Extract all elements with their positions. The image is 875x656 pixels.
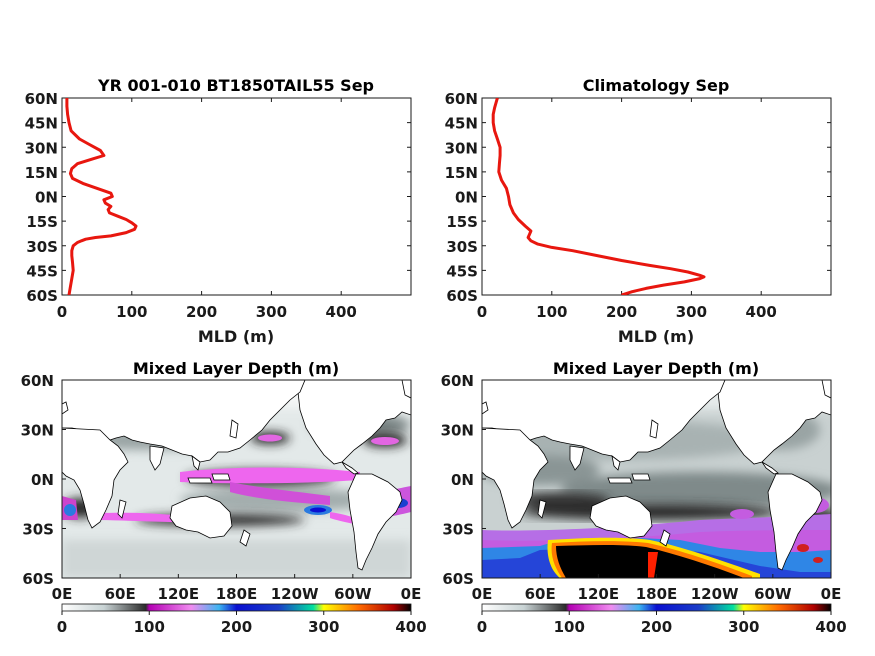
x-tick-label: 200: [186, 303, 217, 321]
x-tick-label: 0: [477, 303, 487, 321]
colorbar-tick-label: 0: [57, 618, 67, 636]
y-tick-label: 0N: [35, 189, 58, 207]
colorbar-tick-label: 100: [554, 618, 585, 636]
panel-a-xlabel: MLD (m): [198, 327, 274, 346]
x-tick-label: 200: [606, 303, 637, 321]
y-tick-label: 45S: [26, 262, 58, 280]
panel-d-colorbar: [481, 603, 832, 612]
x-tick-label: 60E: [105, 585, 136, 603]
x-tick-label: 400: [746, 303, 777, 321]
colorbar-tick-label: 400: [395, 618, 426, 636]
x-tick-label: 180E: [636, 585, 678, 603]
x-tick-label: 400: [326, 303, 357, 321]
x-tick-label: 0E: [821, 585, 842, 603]
panel-b-xlabel: MLD (m): [618, 327, 694, 346]
y-tick-label: 15N: [25, 164, 58, 182]
x-tick-label: 300: [256, 303, 287, 321]
x-tick-label: 100: [536, 303, 567, 321]
y-tick-label: 60N: [21, 372, 54, 390]
colorbar-tick-label: 400: [815, 618, 846, 636]
x-tick-label: 0E: [401, 585, 422, 603]
colorbar-tick-label: 200: [641, 618, 672, 636]
y-tick-label: 45N: [445, 115, 478, 133]
y-tick-label: 60N: [441, 372, 474, 390]
x-tick-label: 0: [57, 303, 67, 321]
panel-b-y-ticks: 60N 45N 30N 15N 0N 15S 30S 45S 60S: [445, 90, 831, 305]
y-tick-label: 60S: [442, 570, 474, 588]
y-tick-label: 60N: [445, 90, 478, 108]
y-tick-label: 30N: [445, 139, 478, 157]
y-tick-label: 0N: [455, 189, 478, 207]
panel-a-mld-line: [65, 98, 138, 295]
y-tick-label: 30S: [22, 521, 54, 539]
x-tick-label: 120E: [578, 585, 620, 603]
panel-d-x-ticks: 0E 60E 120E 180E 120W 60W 0E: [472, 574, 842, 603]
panel-c-land: [62, 380, 411, 571]
x-tick-label: 0E: [52, 585, 73, 603]
y-tick-label: 60N: [25, 90, 58, 108]
panel-map-model: Mixed Layer Depth (m): [21, 359, 427, 636]
y-tick-label: 30N: [25, 139, 58, 157]
x-tick-label: 120W: [691, 585, 739, 603]
panel-d-title: Mixed Layer Depth (m): [553, 359, 759, 378]
x-tick-label: 0E: [472, 585, 493, 603]
x-tick-label: 60W: [334, 585, 372, 603]
panel-c-title: Mixed Layer Depth (m): [133, 359, 339, 378]
panel-d-y-ticks: 60N 30N 0N 30S 60S: [441, 372, 486, 588]
colorbar-tick-label: 300: [728, 618, 759, 636]
colorbar-tick-label: 100: [134, 618, 165, 636]
panel-c-colorbar: [61, 603, 412, 612]
x-tick-label: 120E: [158, 585, 200, 603]
colorbar-tick-label: 300: [308, 618, 339, 636]
colorbar-tick-label: 0: [477, 618, 487, 636]
panel-profile-climatology: Climatology Sep 60N45N30N15N0N15S30S45S6…: [445, 76, 832, 346]
panel-c-colorbar-ticks: 0 100 200 300 400: [57, 611, 427, 636]
x-tick-label: 60W: [754, 585, 792, 603]
y-tick-label: 45S: [446, 262, 478, 280]
panel-b-mld-line: [491, 98, 706, 295]
y-tick-label: 15N: [445, 164, 478, 182]
y-tick-label: 30N: [21, 422, 54, 440]
panel-c-x-ticks: 0E 60E 120E 180E 120W 60W 0E: [52, 574, 422, 603]
y-tick-label: 30S: [26, 238, 58, 256]
y-tick-label: 30N: [441, 422, 474, 440]
panel-c-y-ticks: 60N 30N 0N 30S 60S: [21, 372, 66, 588]
y-tick-label: 30S: [442, 521, 474, 539]
panel-b-x-ticks: 0 100 200 300 400: [477, 98, 777, 321]
x-tick-label: 120W: [271, 585, 319, 603]
panel-a-frame: [61, 97, 412, 296]
panel-a-title: YR 001-010 BT1850TAIL55 Sep: [97, 76, 374, 95]
y-tick-label: 30S: [446, 238, 478, 256]
panel-b-title: Climatology Sep: [583, 76, 730, 95]
y-tick-label: 60S: [446, 287, 478, 305]
y-tick-label: 15S: [446, 213, 478, 231]
y-tick-label: 0N: [451, 471, 474, 489]
panel-map-climatology: Mixed Layer Depth (m): [441, 359, 847, 636]
panel-a-y-ticks: 60N 45N 30N 15N 0N 15S 30S 45S 60S: [25, 90, 411, 305]
x-tick-label: 300: [676, 303, 707, 321]
y-tick-label: 60S: [22, 570, 54, 588]
x-tick-label: 60E: [525, 585, 556, 603]
panel-d-land: [482, 380, 831, 571]
y-tick-label: 15S: [26, 213, 58, 231]
panel-profile-model: YR 001-010 BT1850TAIL55 Sep 60N 45N 30N 15N…: [25, 76, 412, 346]
y-tick-label: 45N: [25, 115, 58, 133]
panel-a-x-ticks: 0 100 200 300 400: [57, 98, 357, 321]
x-tick-label: 100: [116, 303, 147, 321]
colorbar-tick-label: 200: [221, 618, 252, 636]
y-tick-label: 60S: [26, 287, 58, 305]
panel-d-colorbar-ticks: 0 100 200 300 400: [477, 611, 847, 636]
x-tick-label: 180E: [216, 585, 258, 603]
y-tick-label: 0N: [31, 471, 54, 489]
